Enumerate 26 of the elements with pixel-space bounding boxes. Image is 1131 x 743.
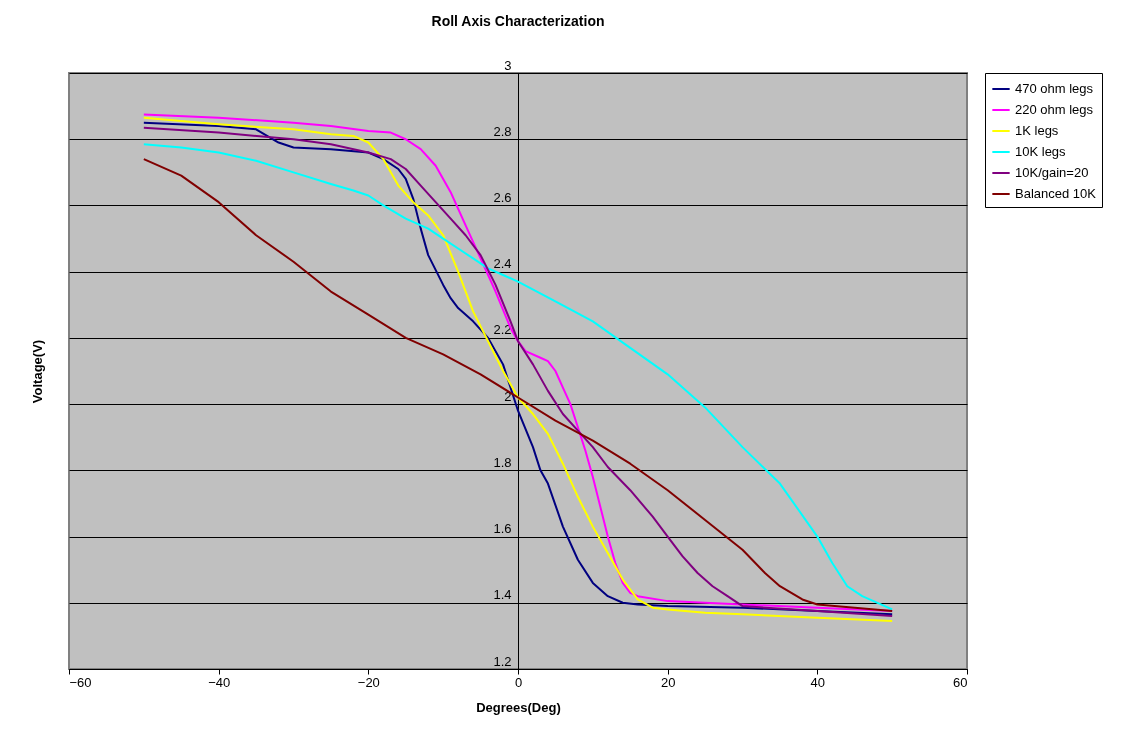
y-tick-label: 3 — [504, 57, 512, 73]
legend-label: 1K legs — [1015, 123, 1059, 138]
y-tick-label: 2.4 — [493, 256, 512, 272]
y-tick-label: 2.2 — [493, 322, 512, 338]
y-tick-label: 1.6 — [493, 521, 512, 537]
x-tick-label: −40 — [208, 674, 231, 690]
x-tick-label: −60 — [69, 674, 92, 690]
legend-label: 220 ohm legs — [1015, 102, 1094, 117]
legend-label: 10K/gain=20 — [1015, 165, 1089, 180]
y-tick-label: 2.6 — [493, 189, 512, 205]
y-tick-label: 1.8 — [493, 454, 512, 470]
legend-label: 470 ohm legs — [1015, 81, 1094, 96]
legend-label: 10K legs — [1015, 144, 1067, 159]
y-tick-label: 1.2 — [493, 653, 512, 669]
y-axis-title: Voltage(V) — [29, 339, 45, 404]
chart-title: Roll Axis Characterization — [431, 13, 605, 29]
x-tick-label: 20 — [660, 674, 676, 690]
legend-label: Balanced 10K — [1015, 186, 1097, 201]
x-tick-label: 60 — [953, 674, 968, 690]
x-tick-label: 0 — [514, 674, 523, 690]
y-tick-label: 2 — [504, 388, 512, 404]
x-axis-title: Degrees(Deg) — [476, 699, 561, 715]
y-tick-label: 1.4 — [493, 587, 512, 603]
x-tick-label: −20 — [357, 674, 380, 690]
x-tick-label: 40 — [810, 674, 826, 690]
y-tick-label: 2.8 — [493, 123, 512, 139]
